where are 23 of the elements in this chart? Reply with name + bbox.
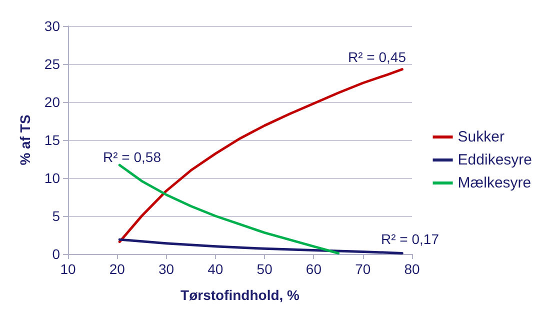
legend-label: Eddikesyre [458,152,532,168]
x-tick-label: 30 [158,261,174,277]
x-tick-label: 70 [355,261,371,277]
y-tick-label: 30 [44,18,60,34]
y-tick-label: 0 [52,246,60,262]
x-tick-label: 40 [208,261,224,277]
x-tick-label: 20 [109,261,126,277]
annotation: R² = 0,17 [381,231,440,247]
x-axis-title: Tørstofindhold, % [180,287,300,303]
y-tick-label: 5 [52,208,60,224]
y-axis-title: % af TS [17,114,33,166]
line-series [118,164,340,254]
y-tick-label: 20 [44,94,60,110]
y-tick-label: 15 [44,132,60,148]
legend-label: Sukker [458,128,504,146]
y-tick-label: 10 [44,170,60,186]
annotation: R² = 0,58 [103,149,162,165]
x-tick-label: 60 [306,261,322,277]
x-tick-label: 80 [404,261,420,277]
legend-label: Mælkesyre [458,174,532,192]
x-tick-label: 50 [256,261,273,277]
y-tick-label: 25 [44,56,60,72]
annotation: R² = 0,45 [348,49,406,65]
